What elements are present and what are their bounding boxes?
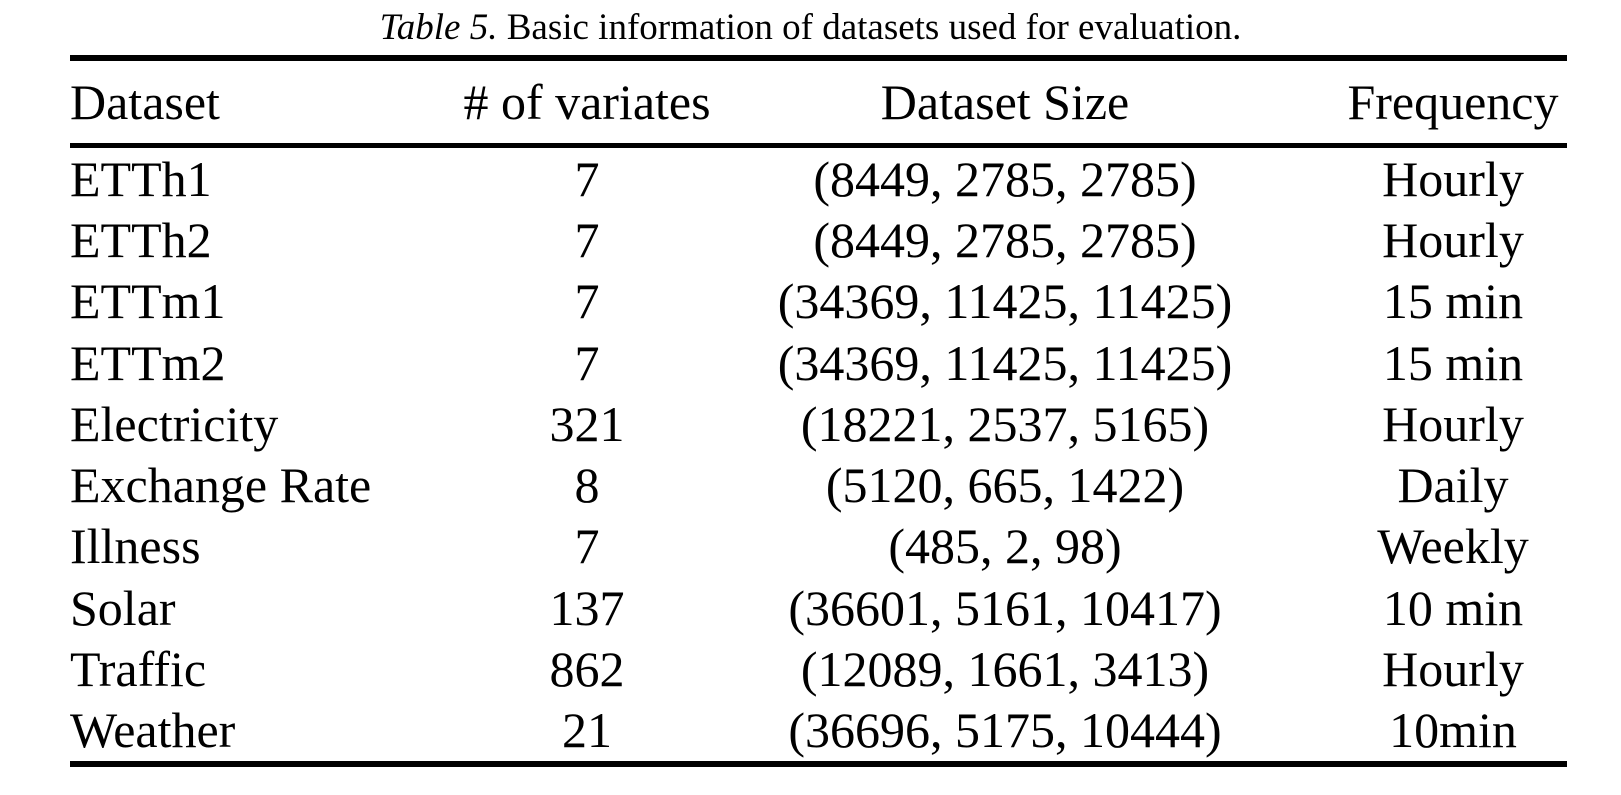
- cell-dataset: Solar: [70, 579, 176, 636]
- cell-size: (485, 2, 98): [888, 518, 1122, 575]
- cell-size: (8449, 2785, 2785): [813, 211, 1197, 268]
- table-caption-number: Table 5.: [379, 7, 498, 48]
- cell-dataset: Weather: [70, 702, 236, 759]
- table-row: ETTh2 7 (8449, 2785, 2785) Hourly: [70, 209, 1567, 270]
- column-header-size: Dataset Size: [880, 74, 1130, 130]
- cell-variates: 862: [549, 641, 625, 698]
- cell-variates: 7: [574, 518, 600, 575]
- cell-frequency: Hourly: [1382, 211, 1524, 268]
- header-rule: [70, 143, 1567, 148]
- table-caption-text: Basic information of datasets used for e…: [497, 7, 1242, 48]
- table-row: ETTm1 7 (34369, 11425, 11425) 15 min: [70, 271, 1567, 332]
- cell-frequency: Weekly: [1377, 518, 1529, 575]
- cell-frequency: 15 min: [1382, 334, 1524, 391]
- cell-frequency: Hourly: [1382, 641, 1524, 698]
- table-row: Illness 7 (485, 2, 98) Weekly: [70, 516, 1567, 577]
- cell-variates: 321: [549, 395, 625, 452]
- column-header-frequency: Frequency: [1347, 74, 1559, 130]
- cell-variates: 8: [574, 457, 600, 514]
- bottom-rule: [70, 761, 1567, 767]
- cell-size: (5120, 665, 1422): [825, 457, 1185, 514]
- top-rule: [70, 55, 1567, 61]
- cell-size: (34369, 11425, 11425): [777, 273, 1233, 330]
- cell-frequency: 10 min: [1382, 579, 1524, 636]
- datasets-table: Dataset # of variates Dataset Size Frequ…: [70, 55, 1567, 767]
- cell-size: (12089, 1661, 3413): [800, 641, 1210, 698]
- cell-variates: 137: [549, 579, 625, 636]
- cell-size: (36601, 5161, 10417): [788, 579, 1222, 636]
- cell-dataset: Illness: [70, 518, 201, 575]
- cell-variates: 7: [574, 334, 600, 391]
- cell-dataset: ETTh2: [70, 211, 212, 268]
- cell-frequency: Hourly: [1382, 150, 1524, 207]
- table-row: ETTh1 7 (8449, 2785, 2785) Hourly: [70, 148, 1567, 209]
- cell-dataset: ETTm2: [70, 334, 226, 391]
- table-body: ETTh1 7 (8449, 2785, 2785) Hourly ETTh2 …: [70, 148, 1567, 761]
- table-row: Exchange Rate 8 (5120, 665, 1422) Daily: [70, 454, 1567, 515]
- table-row: Weather 21 (36696, 5175, 10444) 10min: [70, 700, 1567, 761]
- cell-dataset: ETTh1: [70, 150, 212, 207]
- table-caption: Table 5. Basic information of datasets u…: [0, 0, 1621, 55]
- table-row: Solar 137 (36601, 5161, 10417) 10 min: [70, 577, 1567, 638]
- column-header-dataset: Dataset: [70, 74, 220, 130]
- table-header-row: Dataset # of variates Dataset Size Frequ…: [70, 61, 1567, 143]
- cell-frequency: Hourly: [1382, 395, 1524, 452]
- table-row: ETTm2 7 (34369, 11425, 11425) 15 min: [70, 332, 1567, 393]
- cell-frequency: 10min: [1389, 702, 1517, 759]
- cell-size: (18221, 2537, 5165): [800, 395, 1210, 452]
- cell-variates: 7: [574, 273, 600, 330]
- cell-dataset: Electricity: [70, 395, 279, 452]
- cell-frequency: Daily: [1397, 457, 1509, 514]
- table-row: Traffic 862 (12089, 1661, 3413) Hourly: [70, 638, 1567, 699]
- table-row: Electricity 321 (18221, 2537, 5165) Hour…: [70, 393, 1567, 454]
- cell-dataset: Traffic: [70, 641, 207, 698]
- cell-dataset: ETTm1: [70, 273, 226, 330]
- column-header-variates: # of variates: [463, 74, 711, 130]
- cell-variates: 21: [562, 702, 612, 759]
- cell-dataset: Exchange Rate: [70, 457, 372, 514]
- cell-frequency: 15 min: [1382, 273, 1524, 330]
- cell-size: (8449, 2785, 2785): [813, 150, 1197, 207]
- cell-size: (36696, 5175, 10444): [788, 702, 1222, 759]
- cell-variates: 7: [574, 211, 600, 268]
- cell-size: (34369, 11425, 11425): [777, 334, 1233, 391]
- cell-variates: 7: [574, 150, 600, 207]
